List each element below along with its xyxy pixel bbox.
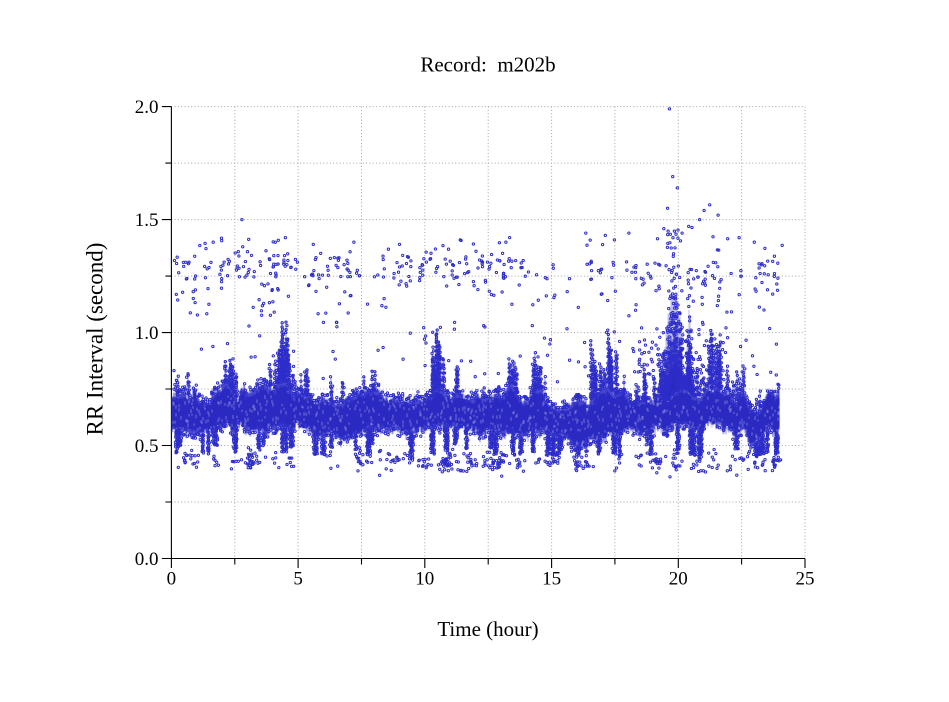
svg-text:1.5: 1.5 bbox=[135, 210, 159, 231]
svg-text:5: 5 bbox=[293, 569, 303, 590]
svg-text:Time (hour): Time (hour) bbox=[437, 617, 538, 641]
svg-text:10: 10 bbox=[415, 569, 434, 590]
svg-text:15: 15 bbox=[542, 569, 561, 590]
svg-text:1.0: 1.0 bbox=[135, 323, 159, 344]
svg-text:25: 25 bbox=[796, 569, 815, 590]
svg-text:0: 0 bbox=[167, 569, 177, 590]
svg-text:0.0: 0.0 bbox=[135, 549, 159, 570]
svg-text:0.5: 0.5 bbox=[135, 436, 159, 457]
svg-text:2.0: 2.0 bbox=[135, 97, 159, 118]
svg-text:Record: m202b: Record: m202b bbox=[420, 53, 555, 77]
svg-text:20: 20 bbox=[669, 569, 688, 590]
svg-text:RR Interval (second): RR Interval (second) bbox=[83, 243, 108, 436]
